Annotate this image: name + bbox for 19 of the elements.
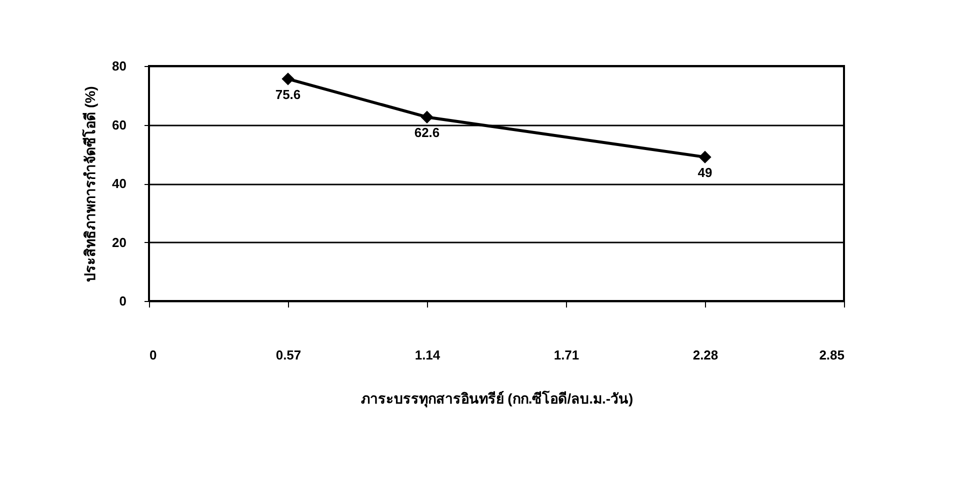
y-axis-title: ประสิทธิภาพการกำจัดซีโอดี (%) xyxy=(81,86,98,282)
y-tick-label: 20 xyxy=(112,234,126,250)
point xyxy=(698,150,712,164)
x-axis-title: ภาระบรรทุกสารอินทรีย์ (กก.ซีโอดี/ลบ.ม.-วัน) xyxy=(360,390,634,408)
x-tick-label: 2.85 xyxy=(819,348,844,362)
y-tick-label: 0 xyxy=(119,294,126,308)
x-tick-label: 1.14 xyxy=(414,348,441,362)
y-tick-label: 60 xyxy=(112,117,126,132)
x-tick-label: 0.57 xyxy=(276,348,302,362)
y-tick-label: 40 xyxy=(112,176,126,191)
x-tick-label: 0 xyxy=(150,348,157,362)
x-tick-label: 1.71 xyxy=(554,348,580,362)
x-tick-label: 2.28 xyxy=(692,348,718,362)
data-label: 75.6 xyxy=(275,86,301,102)
data-label: 49 xyxy=(698,165,712,180)
point xyxy=(282,72,294,86)
y-tick-label: 80 xyxy=(112,58,126,74)
data-label: 62.6 xyxy=(414,125,440,140)
point xyxy=(420,110,434,124)
